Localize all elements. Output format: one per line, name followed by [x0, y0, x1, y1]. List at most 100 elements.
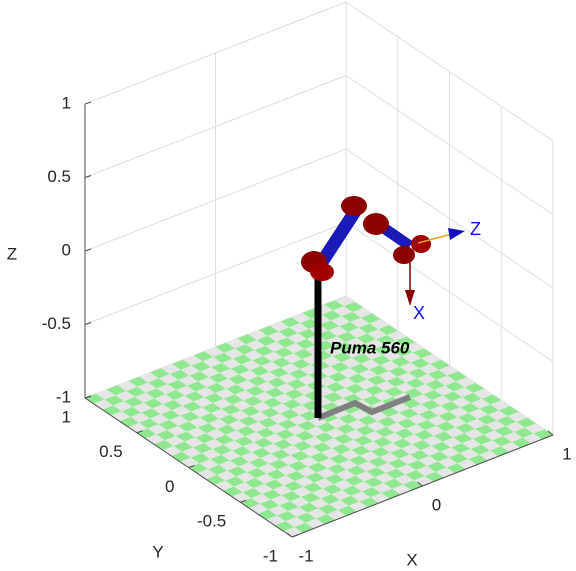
- floor-tile: [160, 409, 181, 420]
- floor-tile: [323, 346, 344, 357]
- floor-tile: [216, 470, 237, 481]
- floor-tile: [156, 430, 176, 441]
- floor-tile: [239, 370, 259, 381]
- floor-tile: [164, 435, 185, 446]
- floor-tile: [154, 440, 174, 451]
- floor-tile: [264, 479, 284, 490]
- tick-mark: [84, 101, 92, 105]
- floor-tile: [318, 458, 339, 469]
- floor-tile: [386, 376, 406, 387]
- floor-tile: [169, 415, 189, 426]
- floor-tile: [314, 478, 334, 489]
- y-tick-label: -1: [263, 546, 278, 565]
- floor-tile: [145, 434, 165, 445]
- floor-tile: [440, 401, 460, 412]
- floor-tile: [244, 477, 265, 488]
- floor-tile: [434, 385, 454, 396]
- floor-tile: [226, 338, 246, 349]
- floor-tile: [455, 377, 476, 388]
- floor-tile: [282, 353, 303, 364]
- floor-tile: [349, 455, 369, 466]
- floor-tile: [305, 472, 325, 483]
- floor-tile: [388, 412, 408, 423]
- floor-tile: [242, 442, 263, 453]
- floor-tile: [113, 401, 133, 412]
- floor-tile: [378, 324, 398, 335]
- tick-mark: [417, 481, 423, 487]
- floor-tile: [352, 353, 372, 364]
- floor-tile: [251, 447, 271, 458]
- floor-tile: [338, 367, 359, 378]
- floor-tile: [362, 349, 383, 360]
- floor-tile: [154, 394, 174, 405]
- floor-tile: [272, 485, 293, 496]
- robot-link: [316, 206, 362, 266]
- floor-tile: [505, 421, 525, 432]
- floor-tile: [263, 351, 283, 362]
- floor-tile: [256, 381, 276, 392]
- x-tick-label: 0: [432, 495, 441, 514]
- floor-tile: [457, 413, 478, 424]
- floor-tile: [290, 496, 310, 507]
- floor-tile: [316, 422, 337, 433]
- floor-tile: [394, 474, 414, 485]
- floor-tile: [217, 378, 237, 389]
- floor-tile: [418, 455, 438, 466]
- floor-tile: [293, 394, 313, 405]
- floor-tile: [284, 389, 304, 400]
- floor-tile: [134, 392, 155, 403]
- floor-tile: [247, 467, 267, 478]
- floor-tile: [376, 335, 396, 346]
- floor-tile: [431, 395, 452, 406]
- floor-tile: [178, 375, 198, 386]
- floor-tile: [237, 334, 257, 345]
- floor-tile: [364, 431, 384, 442]
- floor-tile: [150, 368, 170, 379]
- floor-tile: [221, 450, 241, 461]
- floor-tile: [301, 446, 321, 457]
- floor-tile: [286, 425, 306, 436]
- floor-tile: [316, 468, 336, 479]
- floor-tile: [362, 441, 382, 452]
- floor-tile: [308, 416, 328, 427]
- floor-tile: [213, 352, 233, 363]
- floor-tile: [274, 347, 294, 358]
- robot: Z X Puma 560: [301, 196, 481, 421]
- floor-tile: [481, 440, 501, 451]
- floor-tile: [421, 399, 441, 410]
- floor-tile: [224, 348, 244, 359]
- floor-tile: [182, 401, 202, 412]
- tick-mark: [84, 322, 92, 325]
- floor-tile: [278, 373, 298, 384]
- frame-arrow: [405, 290, 415, 306]
- tick-mark: [84, 248, 92, 252]
- floor-tile: [354, 343, 374, 354]
- floor-tile: [325, 474, 345, 485]
- floor-tile: [186, 427, 207, 438]
- floor-tile: [297, 420, 317, 431]
- floor-tile: [163, 399, 183, 410]
- floor-tile: [455, 423, 475, 434]
- floor-tile: [421, 353, 441, 364]
- y-tick-label: 0: [165, 477, 174, 496]
- floor-tile: [260, 407, 280, 418]
- floor-tile: [343, 301, 364, 312]
- floor-tile: [247, 421, 267, 432]
- floor-tile: [373, 391, 393, 402]
- floor-tile: [249, 411, 270, 422]
- floor-tile: [334, 387, 354, 398]
- floor-tile: [242, 487, 262, 498]
- floor-tile: [238, 416, 259, 427]
- floor-tile: [182, 447, 202, 458]
- floor-tile: [466, 418, 486, 429]
- floor-tile: [128, 422, 148, 433]
- floor-tile: [265, 387, 285, 398]
- floor-tile: [247, 375, 268, 386]
- floor-tile: [190, 453, 211, 464]
- floor-tile: [273, 439, 293, 450]
- floor-tile: [279, 501, 299, 512]
- floor-tile: [119, 416, 139, 427]
- floor-tile: [364, 477, 384, 488]
- floor-tile: [102, 405, 122, 416]
- floor-tile: [234, 390, 255, 401]
